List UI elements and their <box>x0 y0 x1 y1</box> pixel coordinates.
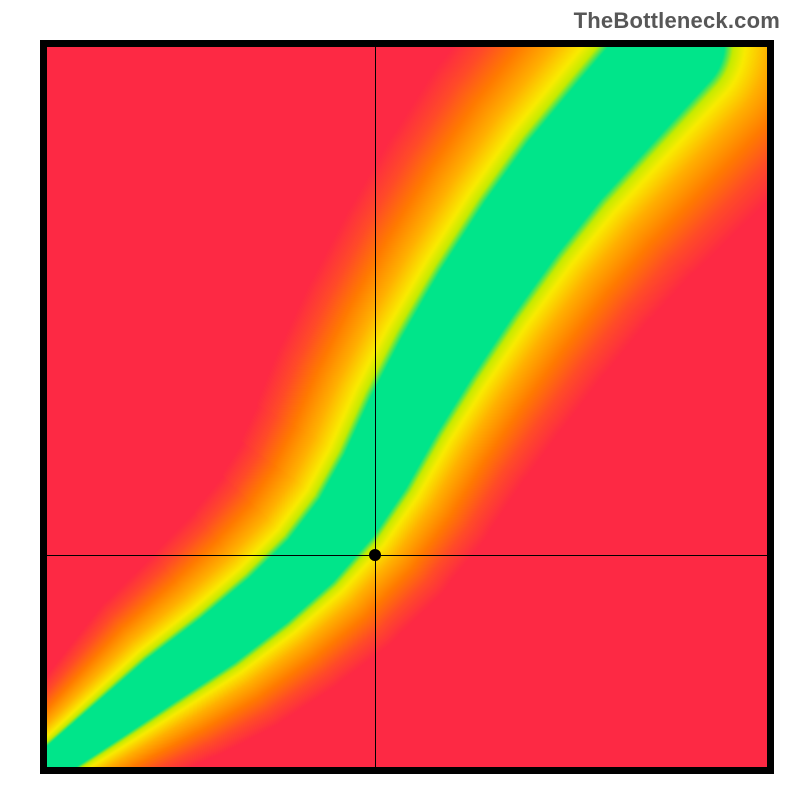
crosshair-vertical <box>375 47 376 767</box>
heatmap-canvas <box>47 47 767 767</box>
watermark-text: TheBottleneck.com <box>574 8 780 34</box>
crosshair-marker <box>369 549 381 561</box>
crosshair-horizontal <box>47 555 767 556</box>
heatmap-plot-frame <box>40 40 774 774</box>
